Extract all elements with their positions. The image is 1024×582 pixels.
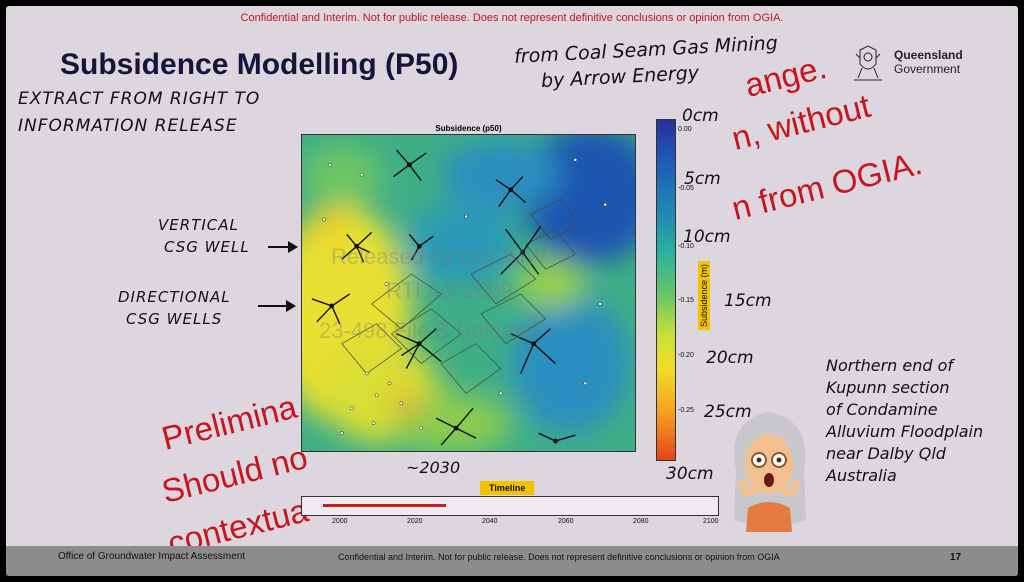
colorbar-tick: -0.10 <box>678 243 694 250</box>
colorbar-tick: -0.05 <box>678 185 694 192</box>
timeline-track[interactable] <box>301 496 719 516</box>
colorbar-tick: -0.25 <box>678 407 694 414</box>
slide-title: Subsidence Modelling (P50) <box>60 48 459 81</box>
note-line: Alluvium Floodplain <box>826 422 984 441</box>
watermark-line3: 23-498 File B Release <box>319 318 537 343</box>
timeline-tick: 2000 <box>332 518 348 525</box>
timeline-tick: 2080 <box>633 518 649 525</box>
note-line: Australia <box>826 466 897 485</box>
confidential-banner: Confidential and Interim. Not for public… <box>240 12 784 24</box>
cm-label: 25cm <box>704 402 752 422</box>
logo-line2: Government <box>894 62 961 76</box>
note-line: near Dalby Qld <box>826 444 946 463</box>
logo-line1: Queensland <box>894 48 963 62</box>
footer-bar <box>6 546 1018 576</box>
note-extract-line2: INFORMATION RELEASE <box>18 116 238 136</box>
timeline-tick: 2100 <box>703 518 719 525</box>
timeline-progress <box>323 504 446 507</box>
cm-label: 0cm <box>682 106 719 126</box>
cm-label: 10cm <box>683 227 731 247</box>
label-vertical-line2: CSG WELL <box>164 238 250 256</box>
note-extract-line1: EXTRACT FROM RIGHT TO <box>18 89 261 109</box>
cm-label: 5cm <box>684 169 721 189</box>
colorbar-tick: 0.00 <box>678 126 692 133</box>
cm-label: 15cm <box>724 291 772 311</box>
footer-confidential: Confidential and Interim. Not for public… <box>338 552 780 562</box>
colorbar-tick: -0.20 <box>678 352 694 359</box>
arrow-icon <box>268 241 298 253</box>
watermark-line2: RTI Act 2009 <box>386 278 513 303</box>
label-directional-line2: CSG WELLS <box>126 310 223 328</box>
label-directional-line1: DIRECTIONAL <box>118 288 231 306</box>
colorbar-tick: -0.15 <box>678 297 694 304</box>
cm-label: 30cm <box>666 464 714 484</box>
map-title: Subsidence (p50) <box>435 124 502 133</box>
arrow-icon <box>258 300 296 312</box>
red-overlay-right-1: ange. <box>741 48 831 104</box>
queensland-government-logo: Queensland Government <box>894 48 963 76</box>
subsidence-map <box>301 134 636 452</box>
note-line: Northern end of <box>826 356 954 375</box>
note-from-line1: from Coal Seam Gas Mining <box>513 32 779 68</box>
footer-org: Office of Groundwater Impact Assessment <box>58 551 246 562</box>
colorbar <box>656 119 676 461</box>
shocked-woman-emoji-icon <box>734 412 806 532</box>
note-from-line2: by Arrow Energy <box>540 61 700 93</box>
timeline-tick: 2060 <box>558 518 574 525</box>
cm-label: 20cm <box>706 348 754 368</box>
watermark-line1: Released by DCCMW <box>331 244 547 269</box>
page-number: 17 <box>950 552 962 563</box>
red-overlay-right-3: n from OGIA. <box>728 143 926 227</box>
timeline-tick: 2020 <box>407 518 423 525</box>
timeline-label: Timeline <box>480 481 535 495</box>
note-line: Kupunn section <box>826 378 950 397</box>
label-vertical-line1: VERTICAL <box>158 216 239 234</box>
slide: Confidential and Interim. Not for public… <box>6 6 1018 576</box>
note-line: of Condamine <box>826 400 938 419</box>
year-2030-annotation: ~2030 <box>406 458 461 477</box>
colorbar-label: Subsidence (m) <box>698 260 710 330</box>
timeline-tick: 2040 <box>482 518 498 525</box>
queensland-crest-icon <box>854 45 882 81</box>
